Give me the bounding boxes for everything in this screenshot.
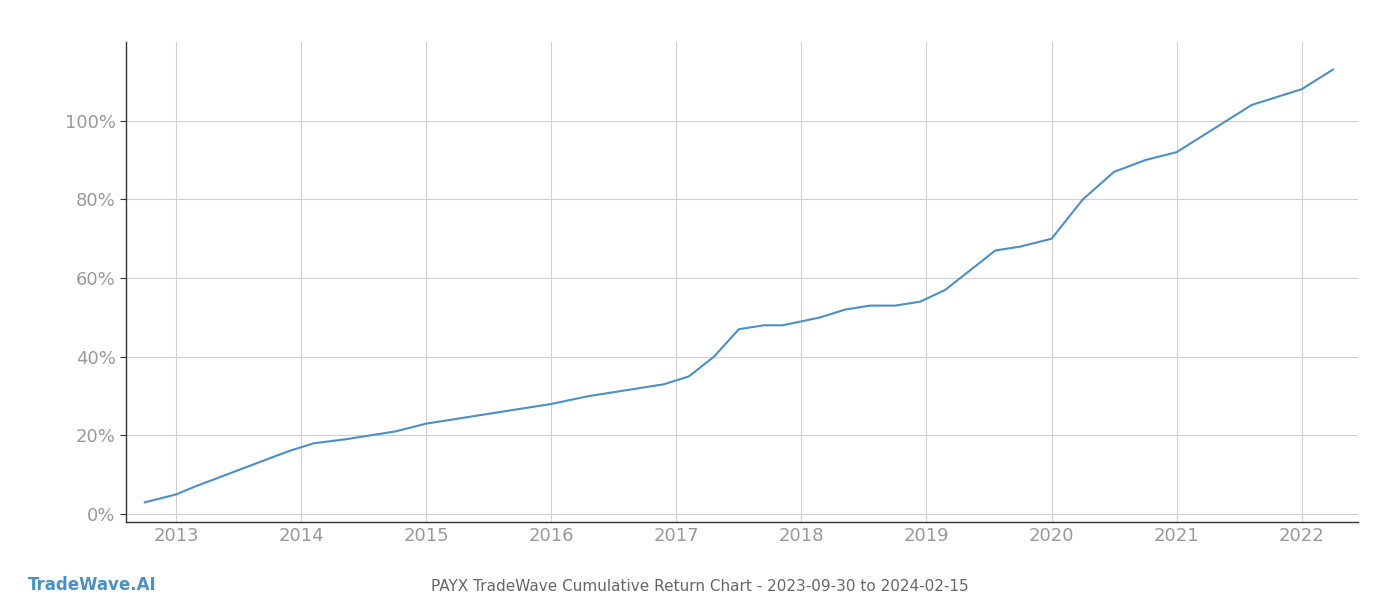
Text: PAYX TradeWave Cumulative Return Chart - 2023-09-30 to 2024-02-15: PAYX TradeWave Cumulative Return Chart -… <box>431 579 969 594</box>
Text: TradeWave.AI: TradeWave.AI <box>28 576 157 594</box>
